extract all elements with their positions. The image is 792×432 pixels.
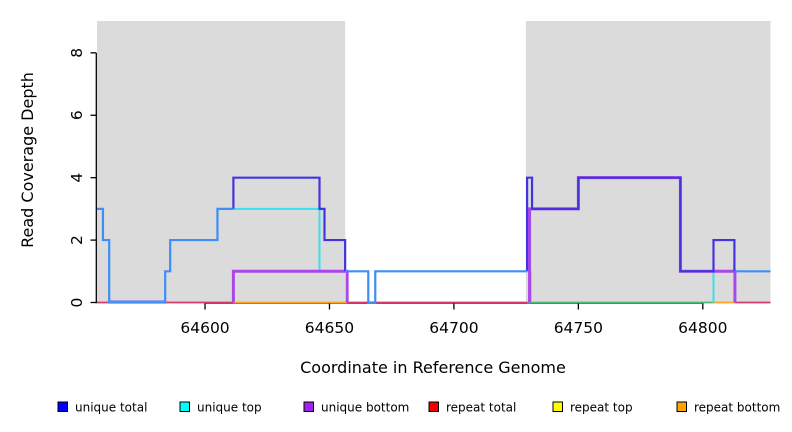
- legend-swatch: [179, 401, 190, 412]
- x-tick-label: 64800: [678, 319, 727, 337]
- legend-label: repeat total: [446, 401, 516, 415]
- x-tick-label: 64650: [305, 319, 354, 337]
- y-tick-label: 0: [68, 298, 86, 308]
- unique-total-segment: [232, 176, 347, 272]
- unique-bottom-segment: [231, 269, 349, 303]
- left-covered-region: [97, 21, 346, 304]
- x-axis-title: Coordinate in Reference Genome: [300, 358, 566, 377]
- unique-total-overlap-line: [97, 207, 771, 304]
- legend-label: unique bottom: [321, 401, 409, 415]
- legend-label: unique top: [197, 401, 262, 415]
- legend-item-repeat-top: repeat top: [552, 401, 633, 415]
- unique-total-overlap-segment: [97, 207, 234, 304]
- legend-swatch: [428, 401, 439, 412]
- legend-item-repeat-bottom: repeat bottom: [676, 401, 780, 415]
- legend-item-unique-bottom: unique bottom: [303, 401, 409, 415]
- legend-swatch: [57, 401, 68, 412]
- y-axis-title: Read Coverage Depth: [18, 72, 37, 248]
- right-covered-region: [525, 21, 771, 304]
- y-axis: 0 2 4 6 8: [68, 48, 97, 308]
- legend-item-unique-top: unique top: [179, 401, 262, 415]
- x-axis: 64600 64650 64700 64750 64800: [180, 302, 727, 337]
- y-tick-label: 4: [68, 173, 86, 183]
- legend-label: unique total: [75, 401, 147, 415]
- unique-total-line: [232, 176, 736, 273]
- unique-total-overlap-segment: [345, 270, 528, 304]
- x-tick-label: 64750: [554, 319, 603, 337]
- legend-swatch: [552, 401, 563, 412]
- legend-swatch: [676, 401, 687, 412]
- legend-item-unique-total: unique total: [57, 401, 147, 415]
- x-tick-label: 64700: [429, 319, 478, 337]
- y-tick-label: 6: [68, 110, 86, 120]
- y-tick-label: 2: [68, 235, 86, 245]
- legend: unique total unique top unique bottom repea…: [57, 401, 780, 415]
- legend-item-repeat-total: repeat total: [428, 401, 516, 415]
- unique-total-segment: [525, 176, 736, 273]
- legend-label: repeat bottom: [694, 401, 780, 415]
- legend-label: repeat top: [570, 401, 633, 415]
- y-tick-label: 8: [68, 48, 86, 58]
- x-tick-label: 64600: [180, 319, 229, 337]
- legend-swatch: [303, 401, 314, 412]
